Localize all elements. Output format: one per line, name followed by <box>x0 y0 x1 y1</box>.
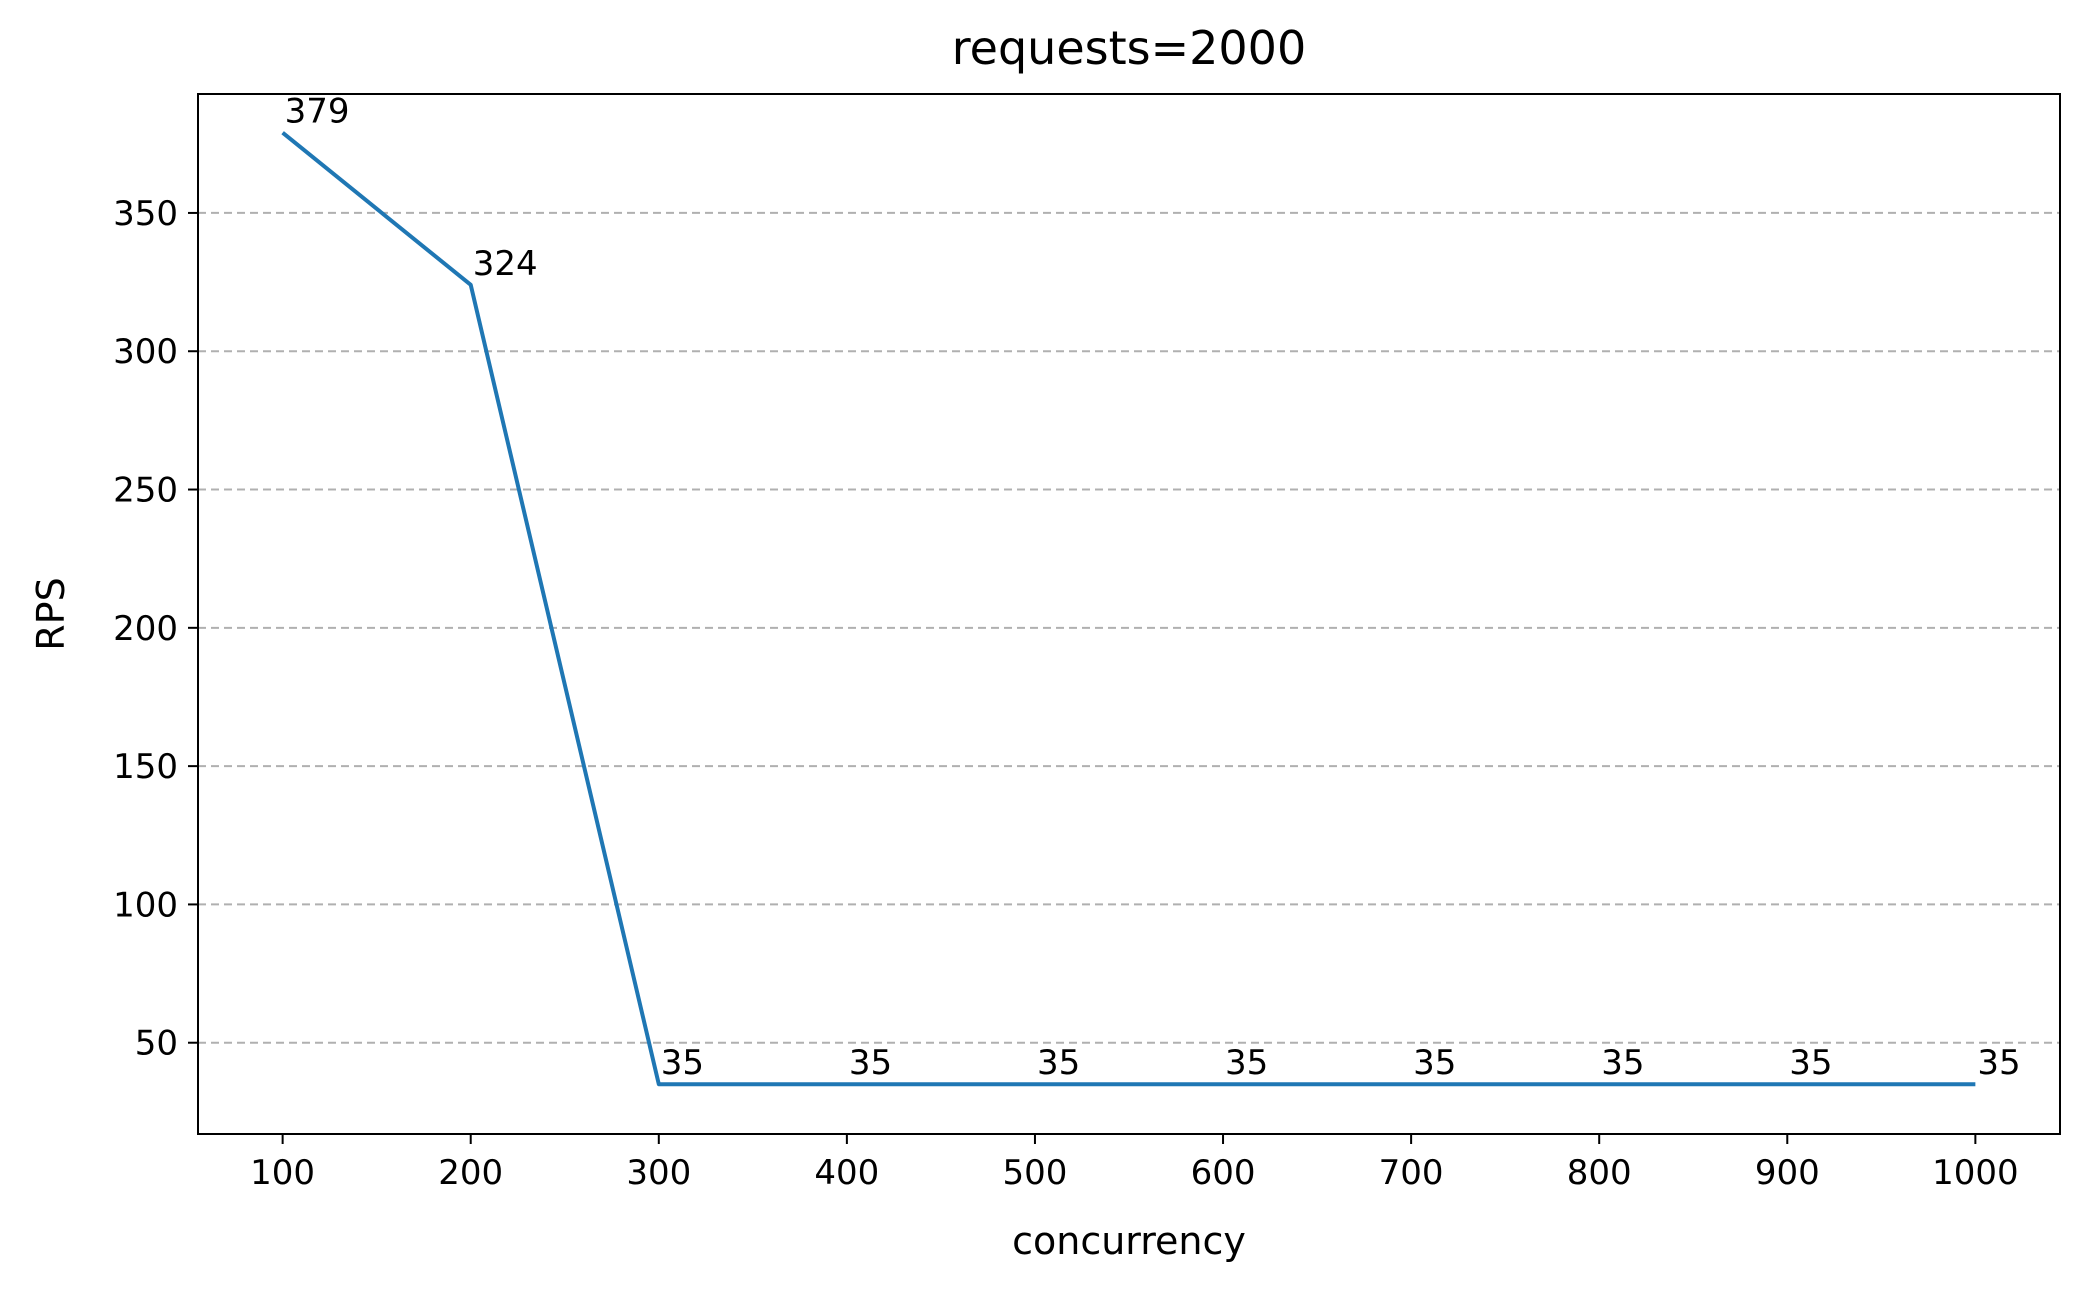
y-gridlines <box>198 211 2060 1044</box>
x-tick-label: 500 <box>1003 1153 1068 1193</box>
data-label: 324 <box>473 244 538 284</box>
y-tick-label: 200 <box>113 609 178 649</box>
data-label: 379 <box>285 92 350 132</box>
data-label: 35 <box>1037 1043 1080 1083</box>
x-axis-ticks: 100 200 300 400 500 600 700 800 900 1000 <box>250 1134 2019 1193</box>
data-label: 35 <box>1977 1043 2020 1083</box>
data-label: 35 <box>849 1043 892 1083</box>
x-tick-label: 600 <box>1191 1153 1256 1193</box>
chart-title: requests=2000 <box>952 21 1306 75</box>
data-label: 35 <box>1601 1043 1644 1083</box>
plot-area-frame <box>197 93 2061 1135</box>
x-tick-label: 900 <box>1755 1153 1820 1193</box>
y-tick-label: 300 <box>113 332 178 372</box>
x-tick-label: 400 <box>814 1153 879 1193</box>
data-label: 35 <box>1789 1043 1832 1083</box>
y-tick-label: 350 <box>113 194 178 234</box>
data-label: 35 <box>661 1043 704 1083</box>
series-line <box>281 131 1976 1087</box>
y-tick-label: 100 <box>113 885 178 925</box>
data-label: 35 <box>1225 1043 1268 1083</box>
x-tick-label: 300 <box>626 1153 691 1193</box>
y-axis-title: RPS <box>29 577 73 650</box>
x-tick-label: 800 <box>1567 1153 1632 1193</box>
x-tick-label: 100 <box>250 1153 315 1193</box>
data-label: 35 <box>1413 1043 1456 1083</box>
y-tick-label: 250 <box>113 471 178 511</box>
series-lines <box>281 131 1976 1087</box>
y-tick-label: 50 <box>135 1024 178 1064</box>
y-axis-ticks: 50 100 150 200 250 300 350 <box>113 194 198 1064</box>
y-tick-label: 150 <box>113 747 178 787</box>
data-labels: 379 324 35 35 35 35 35 35 35 35 <box>285 92 2021 1083</box>
x-tick-label: 700 <box>1379 1153 1444 1193</box>
x-tick-label: 1000 <box>1932 1153 2019 1193</box>
x-tick-label: 200 <box>438 1153 503 1193</box>
x-axis-title: concurrency <box>1012 1219 1246 1263</box>
